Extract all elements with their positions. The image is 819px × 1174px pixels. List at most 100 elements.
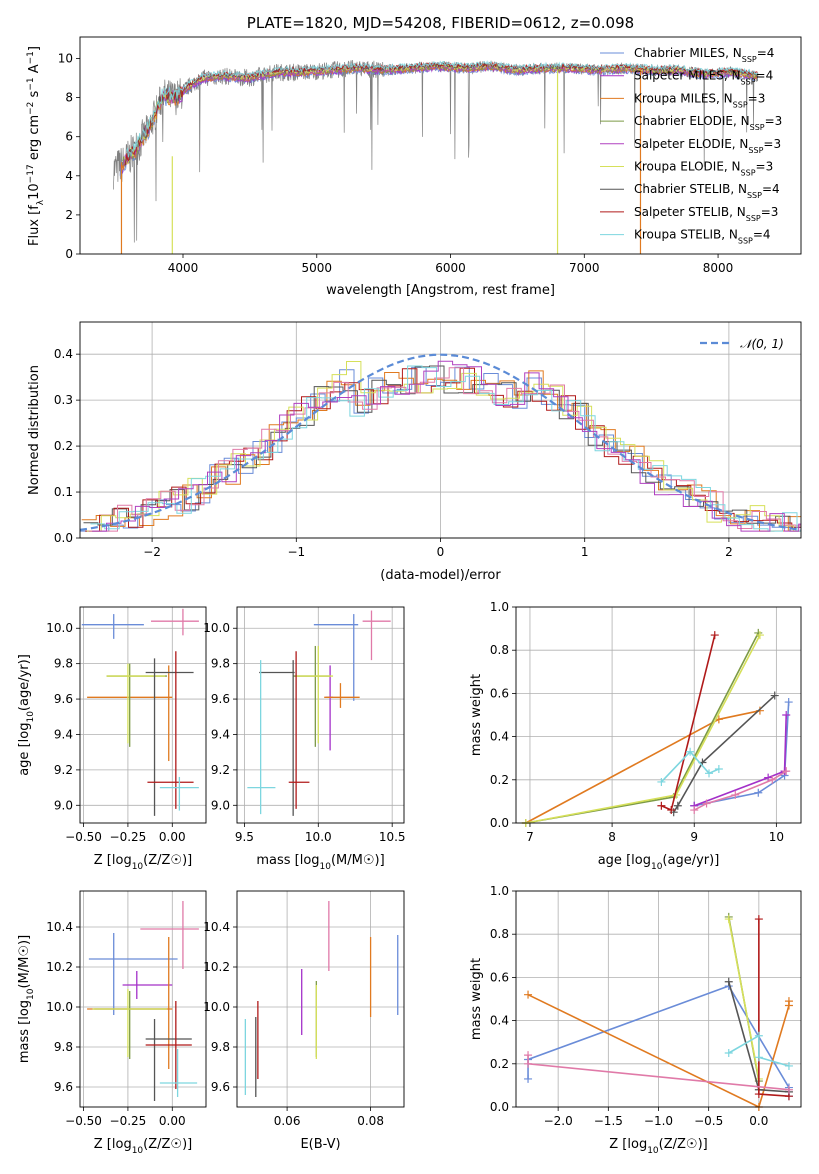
legend-sub: SSP	[748, 145, 763, 154]
spectrum-model-kroupa-stelib	[126, 60, 759, 158]
legend-label: Salpeter STELIB, N	[634, 205, 746, 219]
x-axis-label-main: Z [log	[609, 1137, 647, 1152]
legend-sub: SSP	[742, 55, 757, 64]
weight-marker	[768, 775, 777, 784]
y-tick-label: 9.2	[54, 763, 73, 777]
y-axis-label: age [log10(age/yr)]	[17, 654, 36, 776]
spectrum-model-salpeter-elodie	[123, 64, 759, 166]
legend-entry: Chabrier MILES, NSSP=4	[634, 46, 774, 64]
legend-tail: =3	[763, 137, 781, 151]
errorbar-point	[106, 663, 166, 744]
legend-tail: =4	[762, 182, 780, 196]
x-axis-label: wavelength [Angstrom, rest frame]	[326, 283, 555, 298]
y-tick-label: 9.8	[54, 657, 73, 671]
x-tick-label: −1.0	[644, 1114, 673, 1128]
errorbar-point	[325, 665, 334, 751]
x-tick-label: 0	[437, 545, 445, 559]
errorbar-point	[81, 614, 144, 639]
legend-entry: Chabrier STELIB, NSSP=4	[634, 182, 780, 200]
legend-entry: Salpeter STELIB, NSSP=3	[634, 205, 778, 223]
y-tick-label: 10.0	[203, 621, 230, 635]
y-tick-label: 0.6	[490, 686, 509, 700]
x-axis-label: Z [log10(Z/Z☉)]	[94, 1137, 192, 1156]
legend-label: Kroupa STELIB, N	[634, 228, 738, 242]
x-axis-label-main: Z [log	[94, 1137, 132, 1152]
axes-spectrum: 4000 5000 6000 7000 8000 0 2 4 6 8 10	[58, 52, 734, 275]
weight-marker	[784, 1061, 793, 1070]
y-tick-label: 0.3	[54, 393, 73, 407]
x-axis-label: (data-model)/error	[380, 568, 501, 583]
errorbar-point	[247, 660, 276, 815]
y-tick-label: 9.4	[54, 727, 73, 741]
y-label-sub: λ	[36, 199, 46, 205]
axes-age-vs-mass: 9.5 10.0 10.5 9.0 9.2 9.4 9.6 9.8 10.0	[203, 607, 406, 844]
y-label-part: 10	[27, 183, 42, 200]
errorbar-point	[362, 610, 391, 661]
errorbar-point	[94, 991, 167, 1059]
weight-marker	[705, 769, 714, 778]
x-tick-label: −0.50	[65, 830, 102, 844]
y-tick-label: 0.2	[54, 439, 73, 453]
x-axis-label: Z [log10(Z/Z☉)]	[94, 853, 192, 872]
y-tick-label: 0.2	[490, 1057, 509, 1071]
y-tick-label: 9.0	[211, 798, 230, 812]
weight-marker	[782, 711, 791, 719]
x-tick-label: 0.00	[159, 1114, 186, 1128]
errorbar-point	[150, 608, 199, 636]
x-tick-label: 9.5	[235, 830, 254, 844]
y-label-part: A	[27, 64, 42, 77]
x-tick-label: 0.00	[159, 830, 186, 844]
weight-marker	[754, 1031, 763, 1040]
weight-marker	[755, 631, 764, 640]
weight-marker	[714, 765, 723, 773]
residual-histogram	[92, 360, 801, 532]
x-tick-label: −0.25	[110, 830, 147, 844]
weight-marker	[724, 915, 733, 924]
weight-line	[728, 1034, 790, 1067]
legend-entry: Salpeter ELODIE, NSSP=3	[634, 137, 781, 155]
legend-label: Chabrier ELODIE, N	[634, 114, 750, 128]
y-label-part: Flux [f	[27, 205, 42, 246]
axes-residuals: −2 −1 0 1 2 0.0 0.1 0.2 0.3 0.4	[54, 322, 801, 559]
x-tick-label: −2	[143, 545, 161, 559]
y-tick-label: 9.8	[211, 657, 230, 671]
weight-marker	[657, 801, 666, 810]
y-tick-label: 4	[65, 169, 73, 183]
x-tick-label: 8000	[703, 261, 734, 275]
y-tick-label: 1.0	[490, 600, 509, 614]
x-tick-label: −1.5	[594, 1114, 623, 1128]
errorbar-point	[296, 645, 334, 744]
errorbar-point	[145, 1019, 192, 1101]
x-tick-label: −0.50	[65, 1114, 102, 1128]
legend-sub: SSP	[750, 123, 765, 132]
weight-line	[660, 750, 720, 783]
weight-marker	[754, 1053, 763, 1062]
y-tick-label: 6	[65, 130, 73, 144]
x-axis-label: E(B-V)	[300, 1137, 340, 1152]
weight-marker	[686, 747, 695, 756]
x-axis-label-tail: (age/yr)]	[662, 853, 719, 868]
legend-entry: Kroupa MILES, NSSP=3	[634, 91, 765, 109]
errorbar-point	[313, 614, 359, 701]
weight-marker	[724, 1049, 733, 1057]
legend-sub: SSP	[746, 213, 761, 222]
weight-line	[525, 709, 761, 824]
weight-line	[727, 918, 760, 1080]
errorbar-point	[122, 971, 173, 999]
y-tick-label: 0.0	[54, 531, 73, 545]
y-tick-label: 9.8	[54, 1040, 73, 1054]
legend-tail: =4	[753, 228, 771, 242]
y-label-part: ]	[27, 46, 42, 51]
y-tick-label: 9.6	[54, 692, 73, 706]
weight-marker	[755, 706, 764, 715]
axes-frame	[79, 36, 802, 255]
y-tick-label: 9.6	[211, 692, 230, 706]
residual-histogram	[90, 365, 801, 532]
weight-marker	[673, 801, 682, 810]
y-tick-label: 10.0	[46, 1000, 73, 1014]
y-tick-label: 10	[58, 52, 73, 66]
errorbar-point	[145, 1001, 192, 1089]
weight-marker	[784, 1085, 793, 1094]
weight-marker	[524, 1059, 533, 1068]
x-tick-label: −2.0	[544, 1114, 573, 1128]
